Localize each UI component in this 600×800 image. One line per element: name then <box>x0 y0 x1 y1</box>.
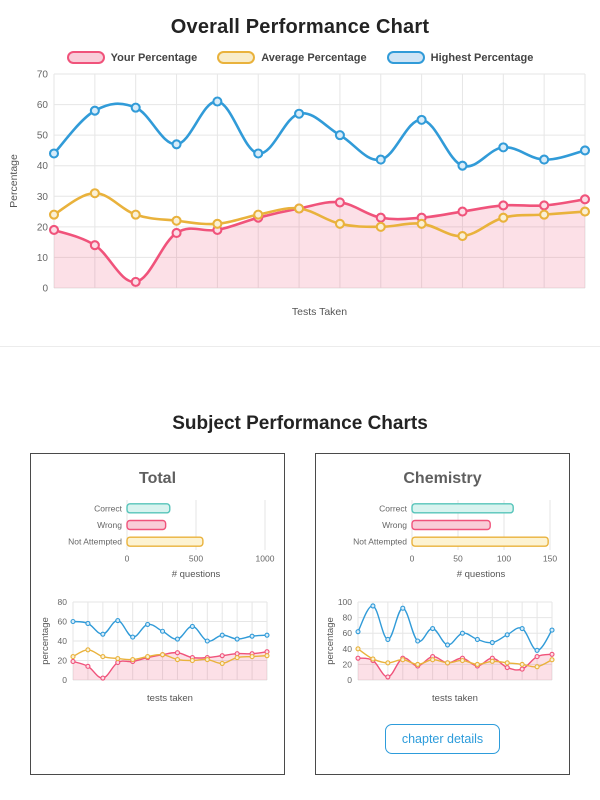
svg-text:percentage: percentage <box>40 617 51 665</box>
svg-text:50: 50 <box>36 131 48 142</box>
svg-text:60: 60 <box>342 628 352 638</box>
svg-text:1000: 1000 <box>255 554 274 564</box>
legend-item-average-percentage[interactable]: Average Percentage <box>217 51 367 64</box>
legend-item-your-percentage[interactable]: Your Percentage <box>66 51 198 64</box>
svg-text:Percentage: Percentage <box>8 154 20 208</box>
section-title: Subject Performance Charts <box>172 413 428 434</box>
svg-text:0: 0 <box>62 675 67 685</box>
svg-text:Not Attempted: Not Attempted <box>68 537 122 547</box>
svg-text:70: 70 <box>36 70 48 81</box>
svg-text:20: 20 <box>342 659 352 669</box>
svg-text:500: 500 <box>188 554 202 564</box>
svg-text:50: 50 <box>453 554 463 564</box>
subject-cards-row: Total 0 500 1000 Correct Wrong Not Attempted #… <box>0 453 600 791</box>
highest-percentage-swatch-icon <box>386 51 425 64</box>
svg-text:40: 40 <box>57 636 67 646</box>
svg-text:Not Attempted: Not Attempted <box>353 537 407 547</box>
page-title: Overall Performance Chart <box>170 16 430 38</box>
chemistry-percentage-line-chart: 0 20 40 60 80 100 tests taken percentage <box>325 597 555 704</box>
svg-text:60: 60 <box>57 616 67 626</box>
total-percentage-line-chart: 0 20 40 60 80 tests taken percentage <box>40 597 270 704</box>
svg-text:40: 40 <box>342 644 352 654</box>
svg-text:10: 10 <box>36 253 48 264</box>
chemistry-questions-bar-chart: 0 50 100 150 Correct Wrong Not Attempted # ques… <box>353 500 557 580</box>
svg-text:tests taken: tests taken <box>432 693 478 704</box>
legend-item-highest-percentage[interactable]: Highest Percentage <box>386 51 534 64</box>
svg-text:30: 30 <box>36 192 48 203</box>
svg-text:100: 100 <box>337 597 351 607</box>
svg-text:percentage: percentage <box>325 617 336 665</box>
legend-label-average-percentage: Average Percentage <box>261 51 367 64</box>
svg-text:40: 40 <box>36 161 48 172</box>
svg-text:20: 20 <box>57 655 67 665</box>
total-performance-card: Total 0 500 1000 Correct Wrong Not Attempted #… <box>30 453 285 775</box>
section-divider <box>0 346 600 347</box>
svg-text:100: 100 <box>496 554 510 564</box>
svg-text:# questions: # questions <box>456 569 505 580</box>
overall-performance-chart: 0 10 20 30 40 50 60 70 Tests Taken Percentage <box>8 70 590 318</box>
chapter-details-button[interactable]: chapter details <box>384 724 501 754</box>
svg-text:150: 150 <box>542 554 556 564</box>
svg-text:80: 80 <box>342 613 352 623</box>
legend-label-highest-percentage: Highest Percentage <box>430 51 534 64</box>
svg-text:tests taken: tests taken <box>147 693 193 704</box>
svg-text:0: 0 <box>124 554 129 564</box>
average-percentage-swatch-icon <box>217 51 256 64</box>
svg-text:0: 0 <box>42 284 48 295</box>
svg-text:0: 0 <box>347 675 352 685</box>
card-title-total: Total <box>138 470 177 487</box>
legend-label-your-percentage: Your Percentage <box>110 51 198 64</box>
svg-text:60: 60 <box>36 100 48 111</box>
svg-text:Tests Taken: Tests Taken <box>291 306 346 318</box>
svg-text:Wrong: Wrong <box>97 520 122 530</box>
total-questions-bar-chart: 0 500 1000 Correct Wrong Not Attempted # quest… <box>68 500 274 580</box>
overall-chart-legend: Your Percentage Average Percentage Highe… <box>0 51 600 64</box>
svg-text:Correct: Correct <box>94 503 123 513</box>
card-title-chemistry: Chemistry <box>403 470 482 487</box>
chemistry-performance-card: Chemistry 0 50 100 150 Correct Wrong Not Attem… <box>315 453 570 775</box>
svg-text:80: 80 <box>57 597 67 607</box>
your-percentage-swatch-icon <box>66 51 105 64</box>
svg-text:# questions: # questions <box>171 569 220 580</box>
svg-text:Correct: Correct <box>379 503 408 513</box>
svg-text:Wrong: Wrong <box>382 520 407 530</box>
svg-text:20: 20 <box>36 222 48 233</box>
svg-text:0: 0 <box>409 554 414 564</box>
